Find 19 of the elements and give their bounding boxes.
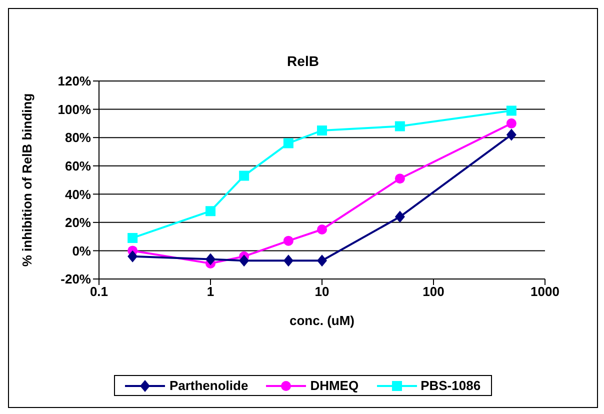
y-tick-label: 120% [58, 74, 92, 89]
y-tick-label: 80% [64, 130, 92, 146]
y-tick-label: 0% [72, 243, 92, 258]
y-axis-title: % inhibition of RelB binding [20, 93, 35, 267]
legend-label: DHMEQ [309, 378, 359, 393]
x-tick-label: 1000 [530, 284, 560, 300]
x-tick-label: 0.1 [90, 284, 108, 300]
y-tick-label: 100% [58, 102, 92, 117]
legend-label: PBS-1086 [420, 378, 481, 393]
legend-label: Parthenolide [168, 378, 248, 393]
y-tick-label: 40% [64, 186, 92, 202]
y-tick-label: 20% [64, 215, 92, 230]
y-tick-label: 60% [64, 158, 92, 174]
chart-title: RelB [286, 53, 320, 69]
x-axis-title: conc. (uM) [290, 313, 354, 328]
x-tick-label: 1 [206, 284, 214, 300]
x-tick-label: 100 [422, 284, 444, 300]
y-tick-label: -20% [60, 272, 92, 287]
x-tick-label: 10 [314, 284, 330, 300]
